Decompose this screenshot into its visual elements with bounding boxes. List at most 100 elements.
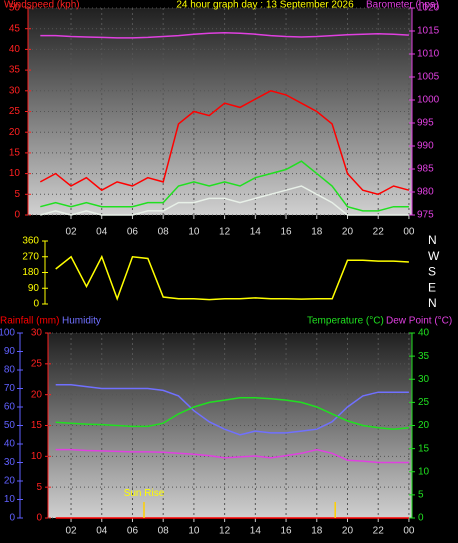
y-tick-label: 30 [4, 457, 16, 468]
x-tick-label: 14 [250, 526, 262, 537]
series-line [55, 448, 409, 464]
y-tick-label: 5 [36, 482, 42, 493]
y-tick-label: 0 [36, 513, 42, 524]
series-line [39, 89, 410, 196]
y-tick-label: 100 [0, 328, 15, 339]
plot-area [48, 333, 412, 518]
series-line [40, 185, 409, 216]
x-tick-label: 10 [188, 227, 200, 238]
y-tick-label: 40 [9, 44, 21, 55]
y-tick-label: 70 [4, 383, 16, 394]
y-tick-label: 25 [9, 106, 21, 117]
y-tick-label: 60 [4, 402, 16, 413]
y-tick-label: 985 [417, 164, 434, 175]
y-tick-label: 80 [4, 365, 16, 376]
y-tick-label: 5 [418, 490, 424, 501]
y-tick-label: 995 [417, 118, 434, 129]
y-tick-label: 30 [31, 328, 43, 339]
chart-title: 24 hour graph day : 13 September 2026 [176, 0, 354, 11]
x-tick-label: 00 [403, 526, 415, 537]
x-tick-label: 08 [158, 526, 170, 537]
y-tick-label: E [428, 280, 436, 294]
y-tick-label: 50 [9, 3, 21, 14]
legend-label: Humidity [62, 316, 101, 327]
x-tick-label: 16 [280, 227, 292, 238]
y-tick-label: 50 [4, 420, 16, 431]
y-tick-label: 20 [4, 476, 16, 487]
y-tick-label: 1020 [417, 3, 440, 14]
y-tick-label: 20 [418, 420, 430, 431]
x-tick-label: 14 [250, 227, 262, 238]
x-tick-label: 08 [158, 227, 170, 238]
y-tick-label: 35 [418, 351, 430, 362]
x-tick-label: 10 [188, 526, 200, 537]
y-tick-label: 5 [14, 189, 20, 200]
y-tick-label: 25 [31, 358, 43, 369]
y-tick-label: 15 [9, 148, 21, 159]
x-tick-label: 06 [127, 526, 139, 537]
x-tick-label: 18 [311, 526, 323, 537]
y-tick-label: 40 [4, 439, 16, 450]
y-tick-label: 980 [417, 187, 434, 198]
y-tick-label: 360 [22, 236, 39, 247]
y-tick-label: 0 [9, 513, 15, 524]
y-tick-label: 270 [22, 251, 39, 262]
y-tick-label: 45 [9, 23, 21, 34]
x-tick-label: 06 [127, 227, 139, 238]
y-tick-label: 0 [33, 299, 39, 310]
series-line [55, 397, 409, 430]
series-line [55, 384, 409, 436]
x-tick-label: 00 [403, 227, 415, 238]
x-tick-label: 22 [373, 227, 385, 238]
y-tick-label: 1015 [417, 26, 440, 37]
y-tick-label: 180 [22, 267, 39, 278]
y-tick-label: 10 [9, 168, 21, 179]
plot-area [45, 241, 412, 304]
y-tick-label: 90 [4, 346, 16, 357]
y-tick-label: 15 [31, 420, 43, 431]
y-tick-label: 40 [418, 328, 430, 339]
x-tick-label: 04 [96, 227, 108, 238]
y-tick-label: 10 [31, 451, 43, 462]
y-tick-label: N [428, 233, 437, 247]
y-tick-label: W [428, 249, 440, 263]
x-tick-label: 04 [96, 526, 108, 537]
y-tick-label: 30 [418, 374, 430, 385]
y-tick-label: S [428, 265, 436, 279]
y-tick-label: 15 [418, 443, 430, 454]
y-tick-label: 0 [14, 210, 20, 221]
x-tick-label: 20 [342, 227, 354, 238]
series-line [55, 254, 409, 301]
y-tick-label: 20 [9, 127, 21, 138]
axis-title: Windspeed (kph) [4, 0, 80, 11]
x-tick-label: 02 [65, 227, 77, 238]
series-line [40, 32, 409, 39]
axis-title: Barometer (hpa) [366, 0, 439, 11]
y-tick-label: 0 [418, 513, 424, 524]
y-tick-label: 1010 [417, 49, 440, 60]
x-tick-label: 02 [65, 526, 77, 537]
series-line [40, 160, 409, 212]
y-tick-label: 1005 [417, 72, 440, 83]
y-tick-label: 975 [417, 210, 434, 221]
x-tick-label: 20 [342, 526, 354, 537]
legend-label: Temperature (°C) [307, 316, 384, 327]
legend-label: Dew Point (°C) [386, 316, 452, 327]
y-tick-label: 20 [31, 389, 43, 400]
y-tick-label: 35 [9, 65, 21, 76]
y-tick-label: 30 [9, 85, 21, 96]
x-tick-label: 18 [311, 227, 323, 238]
y-tick-label: 10 [418, 466, 430, 477]
y-tick-label: 10 [4, 494, 16, 505]
x-tick-label: 12 [219, 227, 231, 238]
annotation: Sun Rise [124, 488, 165, 499]
y-tick-label: 90 [28, 283, 40, 294]
x-tick-label: 16 [280, 526, 292, 537]
x-tick-label: 22 [373, 526, 385, 537]
y-tick-label: 1000 [417, 95, 440, 106]
legend-label: Rainfall (mm) [0, 316, 59, 327]
y-tick-label: 990 [417, 141, 434, 152]
y-tick-label: N [428, 296, 437, 310]
